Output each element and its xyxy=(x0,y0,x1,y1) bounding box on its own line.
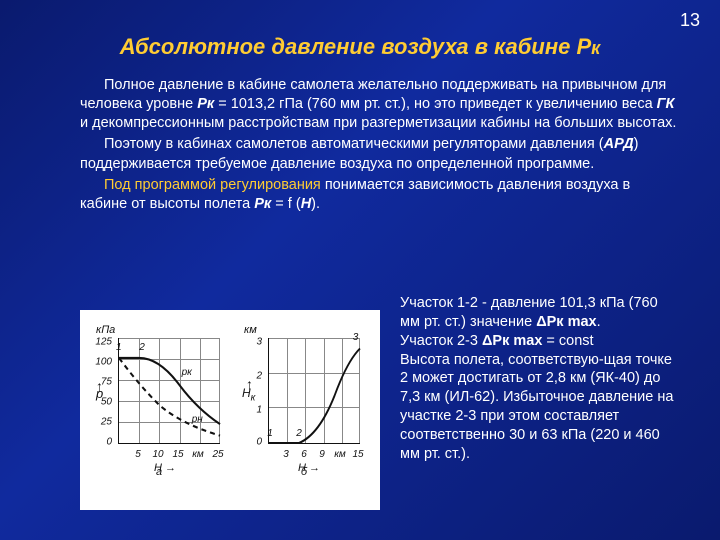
xt-a-10: 10 xyxy=(152,449,163,460)
chart-b-sublabel: б xyxy=(244,466,364,478)
pressure-charts-figure: кПа p ↑ 1 2 pк pн xyxy=(80,310,380,510)
p1-c: и декомпрессионным расстройствам при раз… xyxy=(80,115,676,131)
chart-a-sublabel: а xyxy=(94,466,224,478)
r-max2: max xyxy=(509,333,542,349)
chart-b-curve xyxy=(269,338,360,443)
chart-b-y-unit: км xyxy=(244,324,257,336)
r-dpk: ΔРк xyxy=(536,314,563,330)
yt-a-50: 50 xyxy=(92,397,112,408)
chart-b-pt2: 2 xyxy=(296,428,302,439)
xt-a-15: 15 xyxy=(172,449,183,460)
r-b: Участок 2-3 xyxy=(400,333,482,349)
xt-a-5: 5 xyxy=(135,449,141,460)
xt-b-km: км xyxy=(334,449,346,460)
yt-a-0: 0 xyxy=(92,437,112,448)
p1-gk: ГК xyxy=(657,96,675,112)
yt-a-100: 100 xyxy=(92,357,112,368)
page-number: 13 xyxy=(680,10,700,31)
slide-title: Абсолютное давление воздуха в кабине Рк xyxy=(0,34,720,60)
p3-h: Н xyxy=(301,196,311,212)
chart-b-axes: 1 2 3 xyxy=(268,338,360,444)
r-max1: max xyxy=(564,314,597,330)
p2-ard: АРД xyxy=(604,136,634,152)
chart-a-curves xyxy=(119,338,220,443)
chart-a-pk-label: pк xyxy=(182,367,192,378)
chart-b-pt1: 1 xyxy=(267,428,273,439)
p3-gold: Под программой регулирования xyxy=(104,177,321,193)
body-text: Полное давление в кабине самолета желате… xyxy=(80,76,680,216)
paragraph-3: Под программой регулирования понимается … xyxy=(80,176,680,214)
title-sub: к xyxy=(591,38,600,58)
paragraph-1: Полное давление в кабине самолета желате… xyxy=(80,76,680,133)
p1-b: = 1013,2 гПа (760 мм рт. ст.), но это пр… xyxy=(214,96,656,112)
xt-b-6: 6 xyxy=(301,449,307,460)
right-column-text: Участок 1-2 - давление 101,3 кПа (760 мм… xyxy=(400,294,680,464)
chart-a-pt1: 1 xyxy=(116,342,122,353)
chart-b-pt3: 3 xyxy=(353,332,359,343)
xt-a-25: 25 xyxy=(212,449,223,460)
yt-b-2: 2 xyxy=(242,371,262,382)
chart-b: км Hк ↑ 1 2 3 3 2 1 0 3 6 9 км 15 H → б xyxy=(244,328,364,478)
chart-a: кПа p ↑ 1 2 pк pн xyxy=(94,328,224,478)
p2-a: Поэтому в кабинах самолетов автоматическ… xyxy=(104,136,604,152)
xt-a-km: км xyxy=(192,449,204,460)
paragraph-2: Поэтому в кабинах самолетов автоматическ… xyxy=(80,135,680,173)
r-const: = const xyxy=(542,333,593,349)
r-a: Участок 1-2 - давление 101,3 кПа (760 мм… xyxy=(400,295,658,330)
chart-a-axes: 1 2 pк pн xyxy=(118,338,220,444)
yt-a-75: 75 xyxy=(92,377,112,388)
yt-b-1: 1 xyxy=(242,405,262,416)
yt-a-125: 125 xyxy=(92,337,112,348)
r-per: . xyxy=(597,314,601,330)
yt-b-3: 3 xyxy=(242,337,262,348)
chart-a-pt2: 2 xyxy=(139,342,145,353)
xt-b-3: 3 xyxy=(283,449,289,460)
yt-b-0: 0 xyxy=(242,437,262,448)
r-dpk2: ΔРк xyxy=(482,333,509,349)
chart-a-y-unit: кПа xyxy=(96,324,115,336)
r-c: Высота полета, соответствую-щая точке 2 … xyxy=(400,352,673,462)
xt-b-15: 15 xyxy=(352,449,363,460)
xt-b-9: 9 xyxy=(319,449,325,460)
chart-a-pn-label: pн xyxy=(192,414,203,425)
p3-close: ). xyxy=(311,196,320,212)
p1-pk: Рк xyxy=(197,96,214,112)
title-text: Абсолютное давление воздуха в кабине Р xyxy=(120,34,591,59)
p3-pk: Рк xyxy=(254,196,271,212)
p3-eq: = f ( xyxy=(271,196,300,212)
yt-a-25: 25 xyxy=(92,417,112,428)
